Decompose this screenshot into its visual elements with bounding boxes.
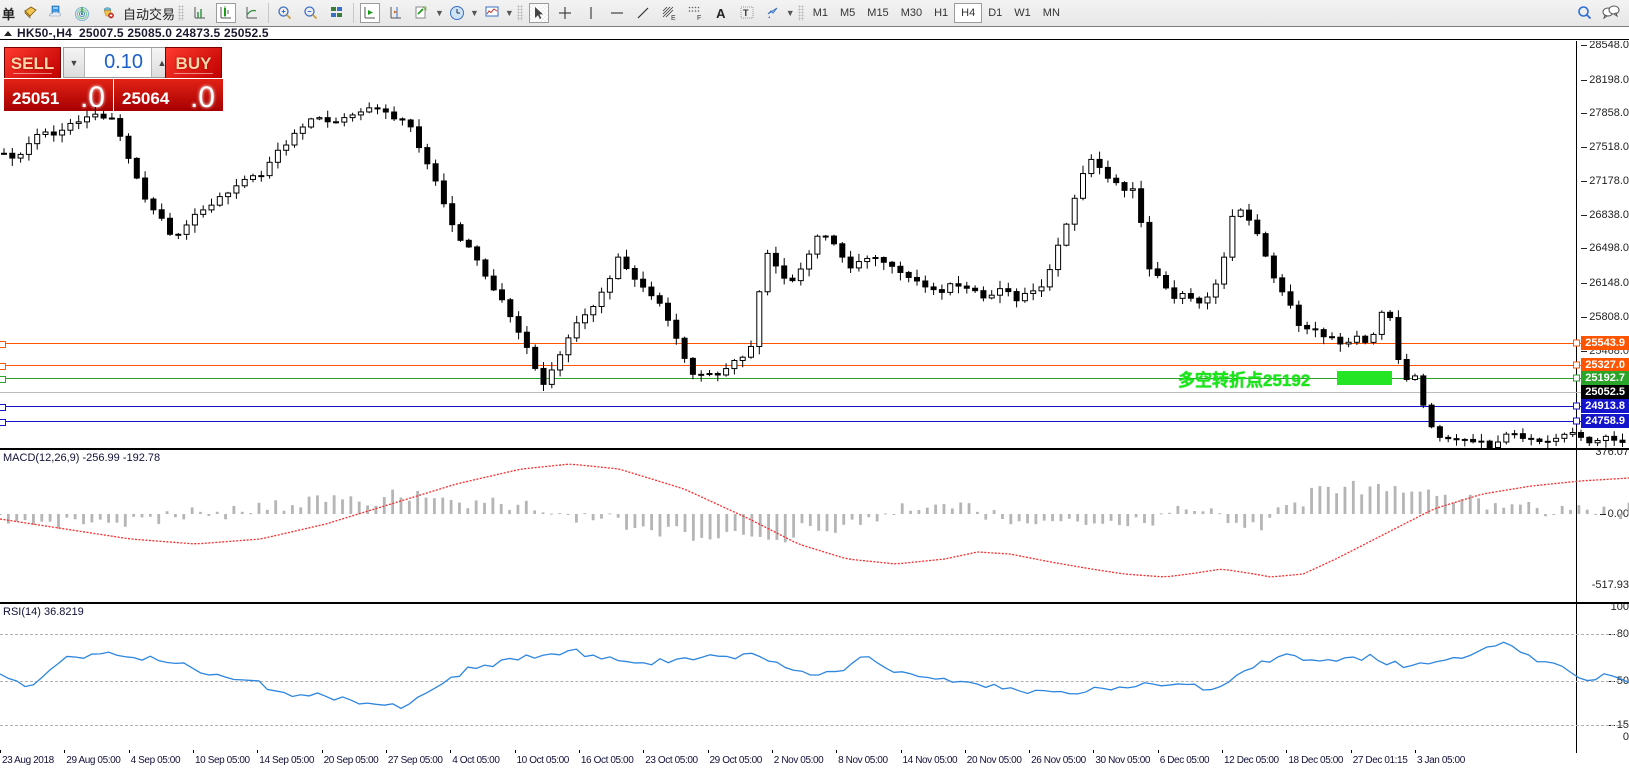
- svg-text:E: E: [671, 15, 676, 21]
- svg-text:F: F: [697, 15, 701, 21]
- svg-text:T: T: [743, 8, 749, 18]
